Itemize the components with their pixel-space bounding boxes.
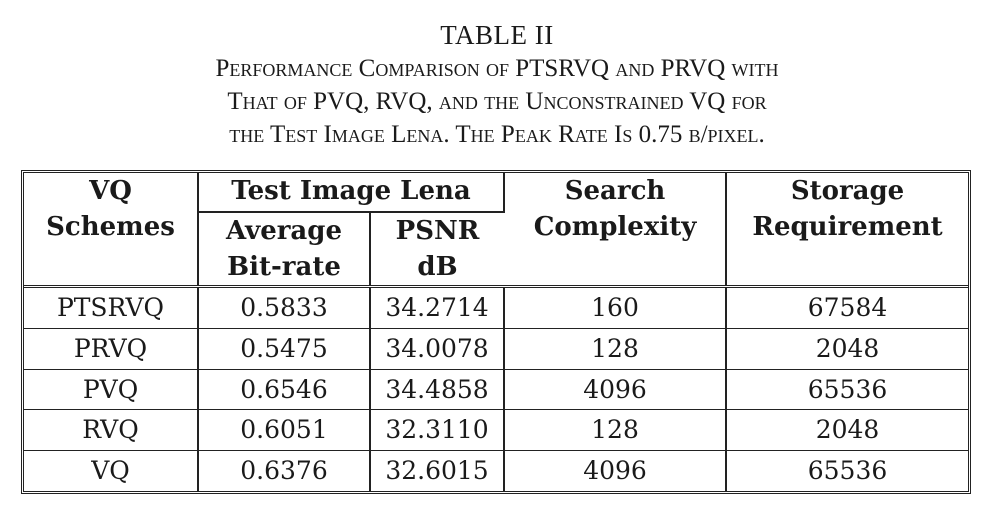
cell-psnr: 34.4858 [370,368,506,410]
table-row: PRVQ 0.5475 34.0078 128 2048 [24,327,969,370]
cell-search: 128 [504,409,728,451]
cell-bitrate: 0.6376 [198,450,371,491]
cell-scheme: RVQ [24,409,199,451]
table-row: RVQ 0.6051 32.3110 128 2048 [24,409,969,451]
header-search-complexity: Search Complexity [504,173,728,287]
header-storage-requirement: Storage Requirement [752,176,943,242]
table-row: PTSRVQ 0.5833 34.2714 160 67584 [24,285,969,329]
cell-bitrate: 0.5475 [198,327,371,370]
header-test-image-group: Test Image Lena [198,173,506,212]
cell-scheme: PRVQ [24,327,199,370]
cell-search: 160 [504,285,728,329]
cell-storage: 65536 [726,368,969,410]
cell-bitrate: 0.6546 [198,368,371,410]
cell-psnr: 32.6015 [370,450,506,491]
cell-storage: 2048 [726,409,969,451]
cell-search: 4096 [504,368,728,410]
comparison-table: VQ Schemes Test Image Lena Search Comple… [21,170,971,494]
table-title: TABLE II [440,20,554,50]
caption-line-2: That of PVQ, RVQ, and the Unconstrained … [227,88,767,115]
table-caption: TABLE II Performance Comparison of PTSRV… [0,18,994,151]
cell-psnr: 34.2714 [370,285,506,329]
cell-search: 4096 [504,450,728,491]
cell-scheme: PTSRVQ [24,285,199,329]
header-average-bitrate: Average Bit-rate [198,211,371,287]
caption-line-3: the Test Image Lena. The Peak Rate Is 0.… [229,121,765,148]
caption-line-1: Performance Comparison of PTSRVQ and PRV… [215,55,779,82]
cell-storage: 67584 [726,285,969,329]
cell-psnr: 34.0078 [370,327,506,370]
header-schemes: VQ Schemes [24,173,199,287]
cell-bitrate: 0.5833 [198,285,371,329]
cell-storage: 2048 [726,327,969,370]
header-psnr: PSNR dB [370,211,505,287]
cell-scheme: PVQ [24,368,199,410]
table-row: VQ 0.6376 32.6015 4096 65536 [24,450,969,491]
cell-search: 128 [504,327,728,370]
table-row: PVQ 0.6546 34.4858 4096 65536 [24,368,969,410]
cell-scheme: VQ [24,450,199,491]
cell-bitrate: 0.6051 [198,409,371,451]
cell-psnr: 32.3110 [370,409,506,451]
cell-storage: 65536 [726,450,969,491]
